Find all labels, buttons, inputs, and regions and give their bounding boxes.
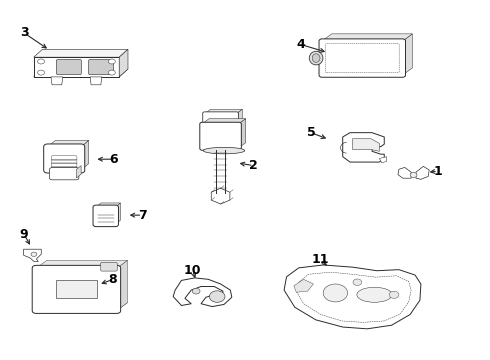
FancyBboxPatch shape bbox=[56, 59, 81, 75]
FancyBboxPatch shape bbox=[200, 122, 242, 150]
Polygon shape bbox=[211, 188, 230, 204]
Polygon shape bbox=[239, 119, 245, 148]
Text: 2: 2 bbox=[249, 159, 258, 172]
Polygon shape bbox=[322, 34, 413, 41]
Polygon shape bbox=[96, 203, 121, 207]
Polygon shape bbox=[34, 69, 128, 77]
Text: 11: 11 bbox=[312, 253, 329, 266]
Text: 3: 3 bbox=[20, 27, 28, 40]
FancyBboxPatch shape bbox=[93, 205, 119, 226]
Ellipse shape bbox=[309, 51, 323, 65]
Polygon shape bbox=[36, 303, 127, 311]
FancyBboxPatch shape bbox=[100, 262, 117, 271]
Polygon shape bbox=[237, 109, 243, 123]
Circle shape bbox=[38, 70, 45, 75]
Polygon shape bbox=[205, 109, 243, 114]
Polygon shape bbox=[284, 265, 421, 329]
Bar bbox=[56, 280, 97, 298]
Polygon shape bbox=[202, 119, 245, 124]
Polygon shape bbox=[403, 34, 413, 75]
Circle shape bbox=[389, 291, 399, 298]
FancyBboxPatch shape bbox=[89, 59, 114, 75]
Text: 9: 9 bbox=[20, 228, 28, 241]
Polygon shape bbox=[24, 249, 41, 261]
Polygon shape bbox=[48, 140, 89, 147]
Polygon shape bbox=[379, 157, 387, 163]
Text: 1: 1 bbox=[434, 165, 442, 177]
FancyBboxPatch shape bbox=[49, 168, 79, 180]
Polygon shape bbox=[173, 278, 232, 307]
FancyBboxPatch shape bbox=[32, 265, 121, 314]
FancyBboxPatch shape bbox=[44, 144, 85, 173]
Polygon shape bbox=[416, 166, 429, 179]
Polygon shape bbox=[51, 77, 63, 85]
Polygon shape bbox=[117, 260, 127, 311]
Polygon shape bbox=[76, 166, 81, 178]
Text: 10: 10 bbox=[184, 264, 201, 277]
FancyBboxPatch shape bbox=[319, 39, 406, 77]
Polygon shape bbox=[119, 49, 128, 77]
Circle shape bbox=[108, 70, 115, 75]
Text: 5: 5 bbox=[307, 126, 316, 139]
Polygon shape bbox=[343, 133, 384, 162]
Ellipse shape bbox=[357, 287, 392, 302]
Circle shape bbox=[108, 59, 115, 64]
Polygon shape bbox=[398, 167, 411, 178]
Circle shape bbox=[353, 279, 362, 285]
Text: 4: 4 bbox=[296, 38, 305, 51]
Polygon shape bbox=[90, 77, 102, 85]
Polygon shape bbox=[352, 139, 379, 151]
FancyBboxPatch shape bbox=[203, 112, 239, 125]
Text: 7: 7 bbox=[138, 209, 147, 222]
Text: 8: 8 bbox=[108, 273, 117, 286]
Circle shape bbox=[209, 291, 225, 302]
Polygon shape bbox=[36, 260, 127, 268]
Text: 6: 6 bbox=[110, 153, 119, 166]
Circle shape bbox=[192, 288, 200, 294]
Circle shape bbox=[410, 172, 417, 177]
Polygon shape bbox=[34, 49, 128, 57]
Ellipse shape bbox=[312, 54, 320, 62]
Polygon shape bbox=[81, 140, 89, 170]
Polygon shape bbox=[294, 279, 314, 292]
Polygon shape bbox=[34, 57, 119, 77]
Circle shape bbox=[323, 284, 347, 302]
Circle shape bbox=[38, 59, 45, 64]
Circle shape bbox=[31, 252, 37, 256]
Polygon shape bbox=[116, 203, 121, 225]
Ellipse shape bbox=[203, 147, 245, 154]
